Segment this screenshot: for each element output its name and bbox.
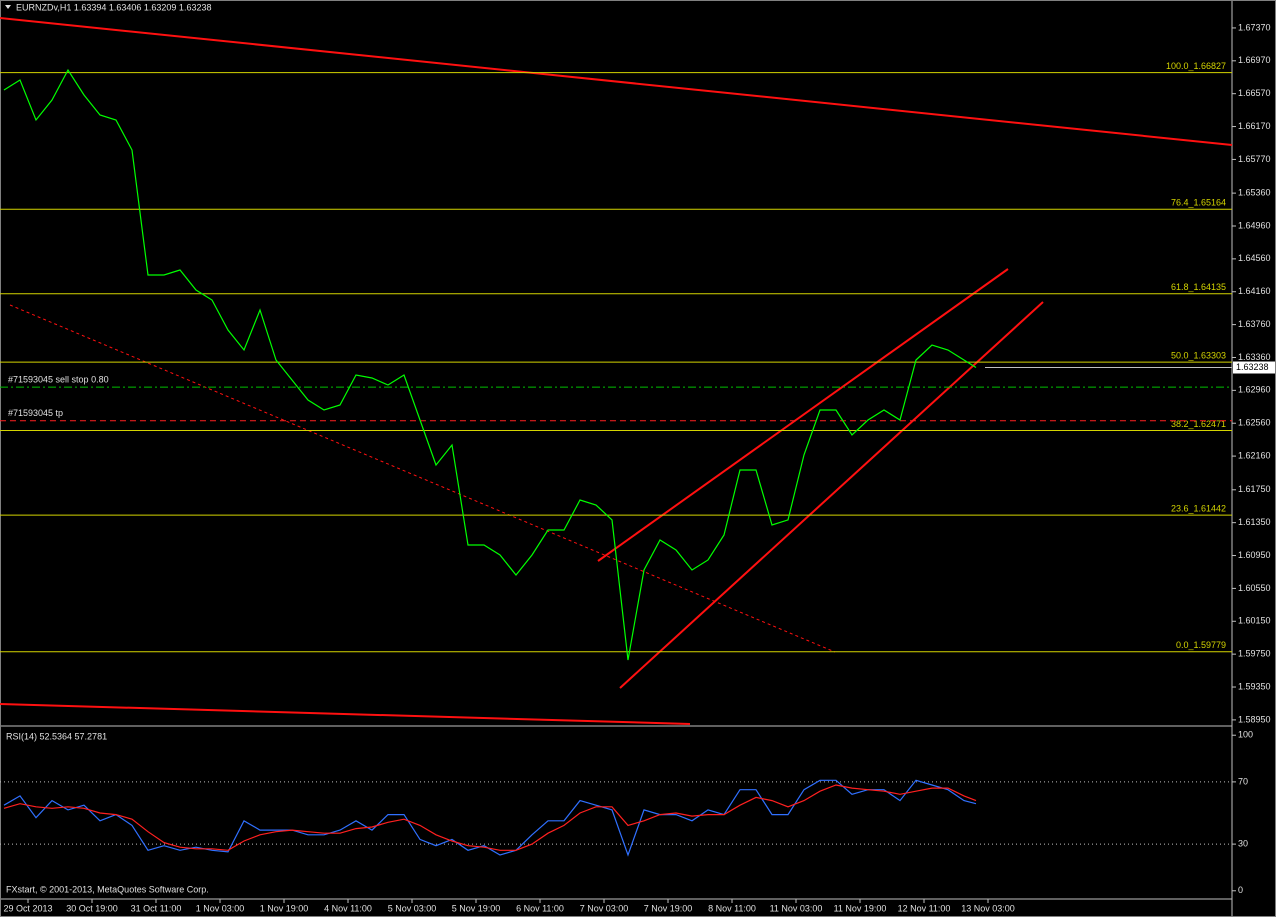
x-tick-label: 31 Oct 11:00 bbox=[131, 903, 182, 913]
y-tick-label: 1.60550 bbox=[1238, 583, 1271, 593]
x-tick-label: 7 Nov 03:00 bbox=[580, 903, 629, 913]
y-tick-label: 0 bbox=[1238, 885, 1243, 895]
y-tick-label: 1.61750 bbox=[1238, 484, 1271, 494]
x-tick-label: 30 Oct 19:00 bbox=[66, 903, 118, 913]
x-tick-label: 7 Nov 19:00 bbox=[644, 903, 693, 913]
fibo-label: 61.8_1.64135 bbox=[1171, 282, 1226, 292]
y-tick-label: 1.60950 bbox=[1238, 550, 1271, 560]
y-tick-label: 1.63760 bbox=[1238, 319, 1271, 329]
channel-lower bbox=[619, 301, 1044, 689]
y-tick-label: 1.63360 bbox=[1238, 352, 1271, 362]
order-label: #71593045 tp bbox=[8, 408, 63, 418]
price-title: EURNZDv,H1 1.63394 1.63406 1.63209 1.632… bbox=[16, 2, 211, 12]
y-tick-label: 1.59750 bbox=[1238, 649, 1271, 659]
y-tick-label: 1.66970 bbox=[1238, 55, 1271, 65]
x-tick-label: 11 Nov 03:00 bbox=[770, 903, 823, 913]
y-tick-label: 1.64960 bbox=[1238, 220, 1271, 230]
x-tick-label: 29 Oct 2013 bbox=[3, 903, 52, 913]
last-price-label: 1.63238 bbox=[1236, 362, 1269, 372]
trend-line bbox=[0, 17, 1233, 146]
price-line bbox=[3, 68, 977, 661]
x-tick-label: 8 Nov 11:00 bbox=[708, 903, 756, 913]
fibo-label: 76.4_1.65164 bbox=[1171, 198, 1226, 208]
fibo-label: 50.0_1.63303 bbox=[1171, 351, 1226, 361]
trend-line bbox=[0, 703, 691, 725]
y-tick-label: 1.58950 bbox=[1238, 714, 1271, 724]
x-tick-label: 13 Nov 03:00 bbox=[961, 903, 1015, 913]
y-tick-label: 100 bbox=[1238, 730, 1253, 740]
fibo-label: 23.6_1.61442 bbox=[1171, 503, 1226, 513]
x-tick-label: 11 Nov 19:00 bbox=[834, 903, 887, 913]
y-tick-label: 70 bbox=[1238, 776, 1248, 786]
y-tick-label: 1.64160 bbox=[1238, 286, 1271, 296]
fibo-label: 38.2_1.62471 bbox=[1171, 419, 1226, 429]
y-tick-label: 30 bbox=[1238, 838, 1248, 848]
y-tick-label: 1.62160 bbox=[1238, 450, 1271, 460]
y-tick-label: 1.65360 bbox=[1238, 187, 1271, 197]
y-tick-label: 1.59350 bbox=[1238, 681, 1271, 691]
y-tick-label: 1.66170 bbox=[1238, 121, 1271, 131]
rsi-line bbox=[3, 779, 977, 857]
channel-upper bbox=[597, 268, 1009, 562]
order-label: #71593045 sell stop 0.80 bbox=[8, 374, 109, 384]
rsi-title: RSI(14) 52.5364 57.2781 bbox=[6, 731, 107, 741]
x-tick-label: 5 Nov 03:00 bbox=[388, 903, 437, 913]
y-tick-label: 1.65770 bbox=[1238, 154, 1271, 164]
fibo-label: 0.0_1.59779 bbox=[1176, 640, 1226, 650]
rsi-line bbox=[3, 784, 977, 851]
y-tick-label: 1.66570 bbox=[1238, 88, 1271, 98]
y-tick-label: 1.64560 bbox=[1238, 253, 1271, 263]
y-tick-label: 1.67370 bbox=[1238, 22, 1271, 32]
footer: FXstart, © 2001-2013, MetaQuotes Softwar… bbox=[6, 884, 209, 894]
x-tick-label: 12 Nov 11:00 bbox=[898, 903, 951, 913]
last-price-box bbox=[1233, 361, 1275, 374]
header-arrow bbox=[5, 5, 11, 9]
x-tick-label: 1 Nov 03:00 bbox=[196, 903, 245, 913]
fibo-label: 100.0_1.66827 bbox=[1166, 61, 1226, 71]
x-tick-label: 4 Nov 11:00 bbox=[324, 903, 372, 913]
x-tick-label: 6 Nov 11:00 bbox=[516, 903, 564, 913]
x-tick-label: 1 Nov 19:00 bbox=[260, 903, 309, 913]
y-tick-label: 1.60150 bbox=[1238, 616, 1271, 626]
trend-line-dashed bbox=[9, 304, 836, 653]
y-tick-label: 1.62960 bbox=[1238, 385, 1271, 395]
y-tick-label: 1.61350 bbox=[1238, 517, 1271, 527]
x-tick-label: 5 Nov 19:00 bbox=[452, 903, 501, 913]
y-tick-label: 1.62560 bbox=[1238, 418, 1271, 428]
